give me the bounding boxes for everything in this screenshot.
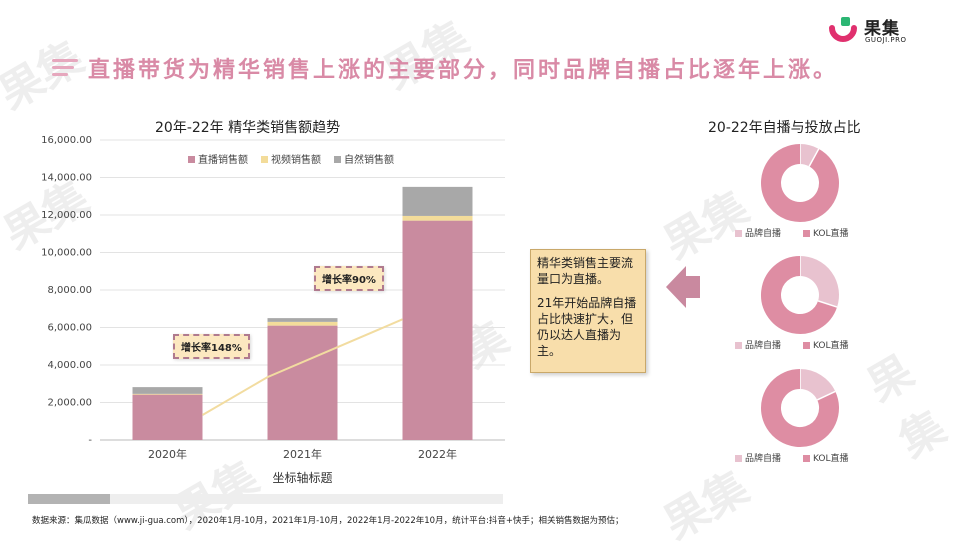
insight-text-2: 21年开始品牌自播占比快速扩大，但仍以达人直播为主。 bbox=[537, 296, 637, 358]
legend-swatch bbox=[803, 230, 811, 237]
left-arrow-icon bbox=[666, 266, 700, 308]
legend-label: 品牌自播 bbox=[745, 229, 782, 239]
bar-segment bbox=[132, 394, 203, 440]
y-tick-label: 14,000.00 bbox=[41, 173, 92, 184]
donut-chart-title: 20-22年自播与投放占比 bbox=[708, 120, 861, 136]
legend-swatch bbox=[803, 455, 811, 462]
growth-annotation-2021: 增长率148% bbox=[173, 334, 250, 359]
donut-slice bbox=[761, 144, 839, 222]
bar-segment bbox=[267, 321, 338, 326]
legend-swatch bbox=[261, 156, 268, 163]
donut-slice bbox=[761, 256, 838, 334]
guoji-logo-icon bbox=[829, 17, 857, 42]
donut-slice bbox=[799, 144, 819, 167]
bar-segment bbox=[132, 393, 203, 395]
y-tick-label: 16,000.00 bbox=[41, 135, 92, 146]
legend-swatch bbox=[334, 156, 341, 163]
x-tick-label: 2021年 bbox=[283, 447, 322, 461]
legend-swatch bbox=[803, 342, 811, 349]
page-progress-fill bbox=[28, 494, 110, 504]
y-tick-label: 4,000.00 bbox=[47, 360, 92, 371]
headline-text: 直播带货为精华销售上涨的主要部分，同时品牌自播占比逐年上涨。 bbox=[88, 58, 839, 83]
donut-svg bbox=[761, 144, 839, 222]
x-tick-label: 2022年 bbox=[418, 447, 457, 461]
donut-svg bbox=[761, 256, 839, 334]
donut-chart: 品牌自播 KOL直播 bbox=[735, 255, 885, 365]
y-tick-label: 10,000.00 bbox=[41, 248, 92, 259]
legend-swatch bbox=[735, 455, 742, 462]
bar-segment bbox=[132, 387, 203, 394]
bar-chart-title: 20年-22年 精华类销售额趋势 bbox=[155, 120, 341, 136]
legend-swatch bbox=[735, 342, 742, 349]
donut-legend: 品牌自播 KOL直播 bbox=[735, 451, 871, 464]
insight-text-1: 精华类销售主要流量口为直播。 bbox=[537, 256, 634, 286]
menu-lines-icon bbox=[52, 59, 78, 77]
logo-subtitle: GUOJI.PRO bbox=[865, 36, 907, 44]
insight-note: 精华类销售主要流量口为直播。 21年开始品牌自播占比快速扩大，但仍以达人直播为主… bbox=[530, 249, 646, 373]
donut-slice bbox=[799, 256, 839, 308]
donut-slice bbox=[799, 369, 836, 401]
legend-swatch bbox=[188, 156, 195, 163]
y-tick-label: 2,000.00 bbox=[47, 398, 92, 409]
page-progress-bar bbox=[28, 494, 503, 504]
legend-label: 视频销售额 bbox=[271, 153, 321, 166]
legend-label: 品牌自播 bbox=[745, 341, 782, 351]
legend-swatch bbox=[735, 230, 742, 237]
legend-label: 自然销售额 bbox=[344, 153, 394, 166]
y-tick-label: 8,000.00 bbox=[47, 285, 92, 296]
donut-divider bbox=[816, 390, 836, 401]
donut-divider bbox=[808, 148, 820, 167]
donut-legend: 品牌自播 KOL直播 bbox=[735, 338, 871, 351]
bar-chart: - 2,000.00 4,000.00 6,000.00 8,000.00 10,000.… bbox=[41, 135, 505, 485]
donut-slice bbox=[761, 369, 839, 447]
donut-chart: 品牌自播 KOL直播 bbox=[735, 143, 885, 253]
donut-divider bbox=[817, 300, 838, 308]
page-headline: 直播带货为精华销售上涨的主要部分，同时品牌自播占比逐年上涨。 bbox=[52, 50, 932, 86]
legend-label: KOL直播 bbox=[813, 454, 849, 464]
bar-segment bbox=[267, 325, 338, 440]
donut-legend: 品牌自播 KOL直播 bbox=[735, 226, 871, 239]
donut-chart: 品牌自播 KOL直播 bbox=[735, 368, 885, 478]
growth-annotation-2022: 增长率90% bbox=[314, 266, 384, 291]
brand-logo: 果集 GUOJI.PRO bbox=[828, 14, 948, 54]
x-axis-title: 坐标轴标题 bbox=[272, 470, 332, 485]
bar-segment bbox=[402, 186, 473, 216]
y-tick-label: 6,000.00 bbox=[47, 323, 92, 334]
bar-segment bbox=[402, 220, 473, 440]
y-tick-label: - bbox=[88, 435, 92, 446]
legend-label: 直播销售额 bbox=[198, 153, 248, 166]
legend-label: 品牌自播 bbox=[745, 454, 782, 464]
x-tick-label: 2020年 bbox=[148, 447, 187, 461]
growth-trend-line bbox=[201, 318, 403, 416]
data-source-footer: 数据来源：集瓜数据（www.ji-gua.com），2020年1月-10月，20… bbox=[32, 516, 624, 526]
legend-label: KOL直播 bbox=[813, 229, 849, 239]
legend-label: KOL直播 bbox=[813, 341, 849, 351]
bar-segment bbox=[267, 318, 338, 322]
bar-segment bbox=[402, 215, 473, 221]
donut-svg bbox=[761, 369, 839, 447]
y-tick-label: 12,000.00 bbox=[41, 210, 92, 221]
logo-name: 果集 bbox=[864, 19, 900, 39]
